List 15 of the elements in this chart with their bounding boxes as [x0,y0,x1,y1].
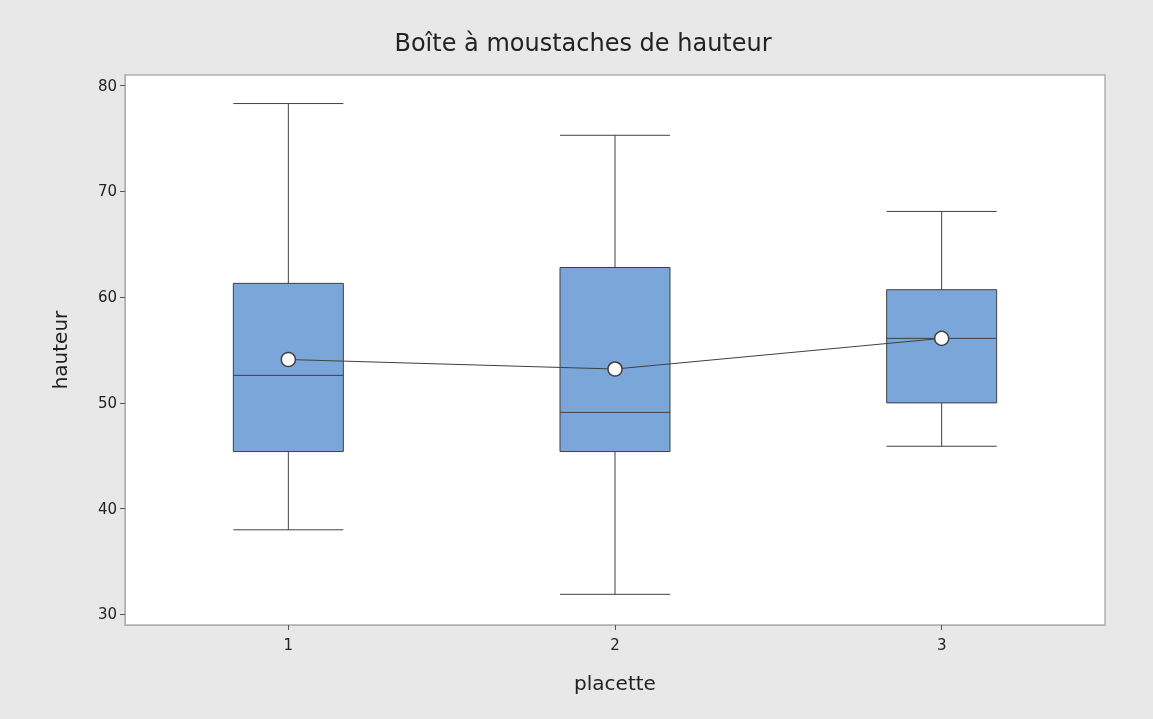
chart-title: Boîte à moustaches de hauteur [394,29,772,57]
x-tick-label: 3 [936,635,947,654]
point [280,351,297,368]
y-tick-label: 60 [97,288,117,307]
y-tick-label: 30 [97,605,117,624]
point [933,330,950,347]
x-axis-title: placette [574,671,656,695]
y-tick-label: 50 [97,393,117,412]
x-tick-label: 1 [283,635,294,654]
x-tick-label: 2 [610,635,620,654]
point [607,361,623,377]
y-tick-label: 70 [97,182,117,201]
y-tick-label: 40 [97,499,117,518]
y-tick-label: 80 [97,76,117,95]
y-axis-title: hauteur [48,309,72,390]
